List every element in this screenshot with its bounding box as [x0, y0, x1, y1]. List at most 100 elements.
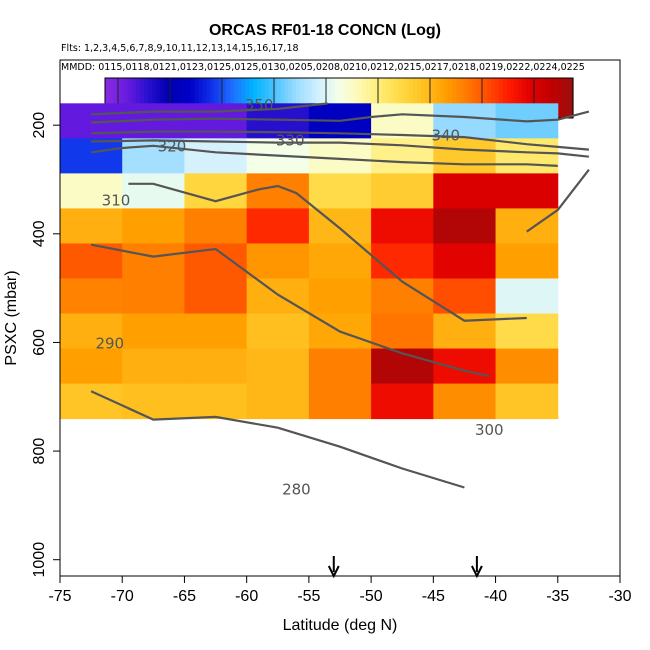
contour-label: 320 — [158, 137, 187, 155]
heatmap-cell — [122, 313, 185, 350]
colorbar-swatch — [237, 78, 243, 118]
colorbar-swatch — [444, 78, 449, 118]
colorbar-swatch — [272, 78, 278, 118]
colorbar-swatch — [144, 78, 149, 118]
colorbar-swatch — [530, 78, 535, 118]
colorbar-swatch — [471, 78, 477, 118]
colorbar-swatch — [557, 78, 562, 118]
colorbar-swatch — [112, 78, 118, 118]
y-axis-label: PSXC (mbar) — [3, 270, 20, 365]
colorbar-swatch — [151, 78, 157, 118]
colorbar-swatch — [124, 78, 129, 118]
colorbar-swatch — [385, 78, 391, 118]
heatmap-cell — [122, 208, 185, 244]
y-tick-label: 1000 — [31, 542, 48, 578]
x-tick-label: -65 — [173, 588, 196, 605]
heatmap-cell — [122, 278, 185, 315]
colorbar-swatch — [128, 78, 133, 118]
colorbar-swatch — [311, 78, 317, 118]
colorbar-swatch — [366, 78, 371, 118]
heatmap-cell — [308, 383, 372, 420]
latitude-markers — [327, 556, 483, 579]
colorbar-swatch — [432, 78, 438, 118]
heatmap-cell — [246, 243, 310, 279]
colorbar-swatch — [276, 78, 282, 118]
heatmap-cell — [122, 243, 185, 279]
heatmap-cell — [184, 173, 248, 209]
contour-line — [91, 139, 590, 158]
heatmap-cell — [433, 208, 497, 244]
contour-label: 340 — [431, 126, 460, 144]
heatmap-cell — [371, 103, 434, 139]
colorbar-swatch — [456, 78, 461, 118]
colorbar-swatch — [498, 78, 504, 118]
colorbar-swatch — [417, 78, 422, 118]
colorbar-swatch — [253, 78, 258, 118]
heatmap-cell — [308, 243, 372, 279]
colorbar-swatch — [292, 78, 297, 118]
colorbar-swatch — [319, 78, 324, 118]
colorbar-swatch — [526, 78, 531, 118]
heatmap-cell — [184, 278, 248, 315]
colorbar-swatch — [175, 78, 180, 118]
colorbar-swatch — [428, 78, 434, 118]
heatmap-cell — [433, 348, 497, 385]
colorbar-swatch — [284, 78, 289, 118]
x-tick-label: -55 — [297, 588, 320, 605]
heatmap-cell — [371, 313, 434, 350]
colorbar-swatch — [245, 78, 250, 118]
colorbar-swatch — [459, 78, 465, 118]
colorbar-swatch — [534, 78, 539, 118]
colorbar-swatch — [549, 78, 555, 118]
colorbar-swatch — [171, 78, 176, 118]
heatmap-cell — [308, 278, 372, 315]
heatmap-cell — [308, 173, 372, 209]
colorbar-swatch — [233, 78, 239, 118]
heatmap-cell — [184, 383, 248, 420]
colorbar-swatch — [198, 78, 204, 118]
heatmap-cell — [495, 173, 559, 209]
colorbar-swatch — [183, 78, 188, 118]
colorbar-swatch — [452, 78, 457, 118]
colorbar-swatch — [280, 78, 285, 118]
heatmap-cell — [495, 243, 559, 279]
heatmap-cell — [60, 208, 123, 244]
colorbar-swatch — [190, 78, 196, 118]
heatmap-cell — [60, 173, 123, 209]
heatmap-cell — [184, 348, 248, 385]
colorbar-swatch — [381, 78, 387, 118]
colorbar-swatch — [155, 78, 161, 118]
colorbar-swatch — [327, 78, 332, 118]
heatmap-cell — [495, 348, 559, 385]
contour-label: 290 — [95, 334, 124, 352]
colorbar-swatch — [374, 78, 379, 118]
colorbar-swatch — [440, 78, 445, 118]
colorbar-swatch — [300, 78, 305, 118]
heatmap-cell — [60, 348, 123, 385]
heatmap-cell — [371, 278, 434, 315]
heatmap-cell — [122, 173, 185, 209]
colorbar — [104, 77, 574, 119]
contour-line — [91, 130, 589, 151]
colorbar-swatch — [522, 78, 527, 118]
chart-title: ORCAS RF01-18 CONCN (Log) — [209, 22, 441, 39]
heatmap-cell — [433, 173, 497, 209]
contour-label: 300 — [475, 421, 504, 439]
heatmap-cell — [308, 348, 372, 385]
colorbar-swatch — [147, 78, 153, 118]
x-axis-label: Latitude (deg N) — [283, 617, 398, 634]
heatmap-cell — [433, 103, 497, 139]
colorbar-swatch — [413, 78, 418, 118]
contour-line — [90, 390, 465, 489]
colorbar-swatch — [105, 78, 110, 118]
x-tick-label: -45 — [422, 588, 445, 605]
heatmap-cell — [433, 383, 497, 420]
colorbar-swatch — [179, 78, 184, 118]
y-tick-label: 200 — [31, 112, 48, 139]
colorbar-swatch — [514, 78, 519, 118]
colorbar-swatch — [510, 78, 516, 118]
colorbar-swatch — [261, 78, 266, 118]
colorbar-swatch — [502, 78, 508, 118]
heatmap-cell — [122, 138, 185, 174]
colorbar-swatch — [229, 78, 235, 118]
